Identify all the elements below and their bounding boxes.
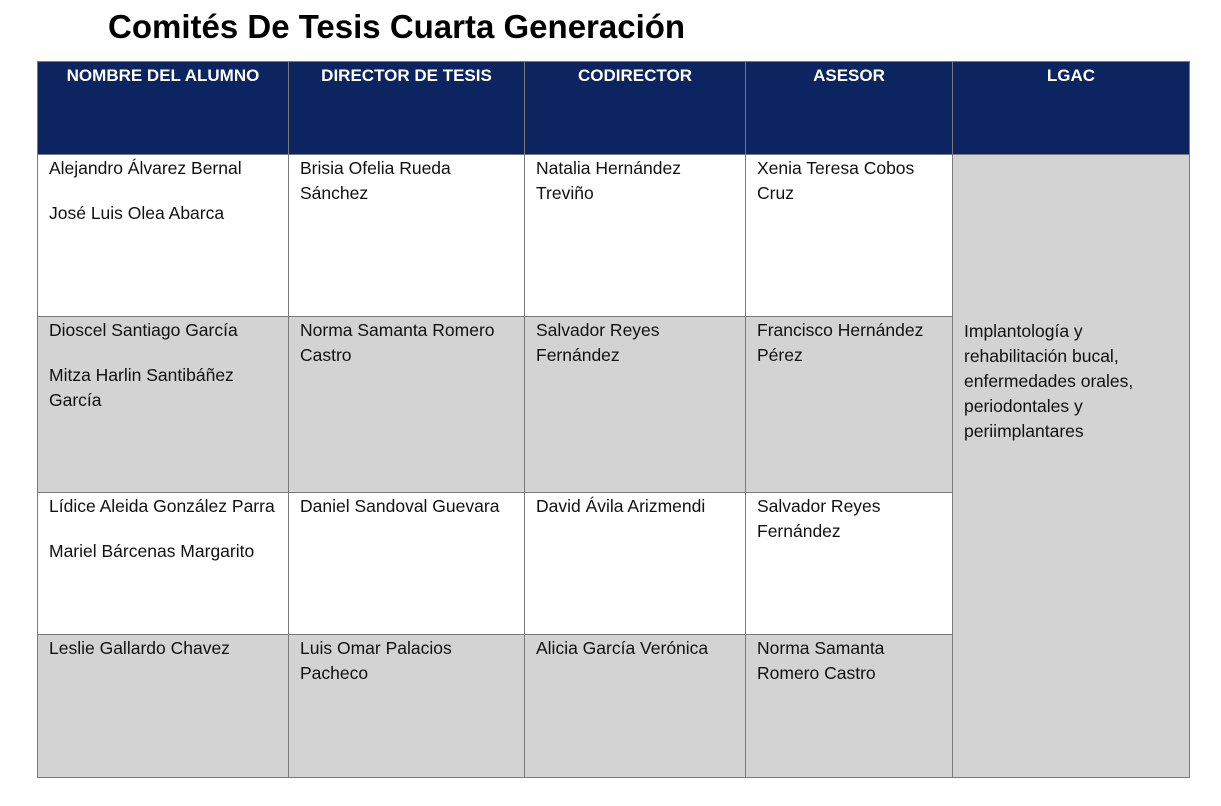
- asesor-cell: Salvador Reyes Fernández: [745, 492, 953, 635]
- header-asesor: ASESOR: [745, 61, 953, 155]
- alumno-name: Lídice Aleida González Parra: [49, 496, 275, 516]
- codirector-cell: Salvador Reyes Fernández: [524, 316, 746, 493]
- table-row: Leslie Gallardo Chavez Luis Omar Palacio…: [37, 634, 1190, 778]
- table-row: Dioscel Santiago García Mitza Harlin San…: [37, 316, 1190, 493]
- table-header: NOMBRE DEL ALUMNO DIRECTOR DE TESIS CODI…: [37, 61, 1190, 155]
- alumno-name: Leslie Gallardo Chavez: [49, 638, 230, 658]
- codirector-cell: Natalia Hernández Treviño: [524, 154, 746, 317]
- alumno-name: Alejandro Álvarez Bernal: [49, 158, 242, 178]
- alumnos-cell: Dioscel Santiago García Mitza Harlin San…: [37, 316, 289, 493]
- codirector-cell: David Ávila Arizmendi: [524, 492, 746, 635]
- director-cell: Norma Samanta Romero Castro: [288, 316, 525, 493]
- table-row: Alejandro Álvarez Bernal José Luis Olea …: [37, 154, 1190, 778]
- alumno-name: Mariel Bárcenas Margarito: [49, 541, 255, 561]
- alumno-name: Mitza Harlin Santibáñez García: [49, 365, 234, 410]
- table-row: Lídice Aleida González Parra Mariel Bárc…: [37, 492, 1190, 635]
- asesor-cell: Francisco Hernández Pérez: [745, 316, 953, 493]
- header-lgac: LGAC: [952, 61, 1190, 155]
- alumnos-cell: Lídice Aleida González Parra Mariel Bárc…: [37, 492, 289, 635]
- page-title: Comités De Tesis Cuarta Generación: [108, 8, 686, 45]
- committees-table: NOMBRE DEL ALUMNO DIRECTOR DE TESIS CODI…: [37, 61, 1190, 778]
- header-codirector: CODIRECTOR: [524, 61, 746, 155]
- alumno-name: José Luis Olea Abarca: [49, 203, 225, 223]
- lgac-cell: Implantología y rehabilitación bucal, en…: [952, 154, 1190, 778]
- asesor-cell: Norma Samanta Romero Castro: [745, 634, 953, 778]
- header-alumno: NOMBRE DEL ALUMNO: [37, 61, 289, 155]
- director-cell: Brisia Ofelia Rueda Sánchez: [288, 154, 525, 317]
- header-director: DIRECTOR DE TESIS: [288, 61, 525, 155]
- codirector-cell: Alicia García Verónica: [524, 634, 746, 778]
- asesor-cell: Xenia Teresa Cobos Cruz: [745, 154, 953, 317]
- director-cell: Daniel Sandoval Guevara: [288, 492, 525, 635]
- alumno-name: Dioscel Santiago García: [49, 320, 238, 340]
- alumnos-cell: Leslie Gallardo Chavez: [37, 634, 289, 778]
- director-cell: Luis Omar Palacios Pacheco: [288, 634, 525, 778]
- alumnos-cell: Alejandro Álvarez Bernal José Luis Olea …: [37, 154, 289, 317]
